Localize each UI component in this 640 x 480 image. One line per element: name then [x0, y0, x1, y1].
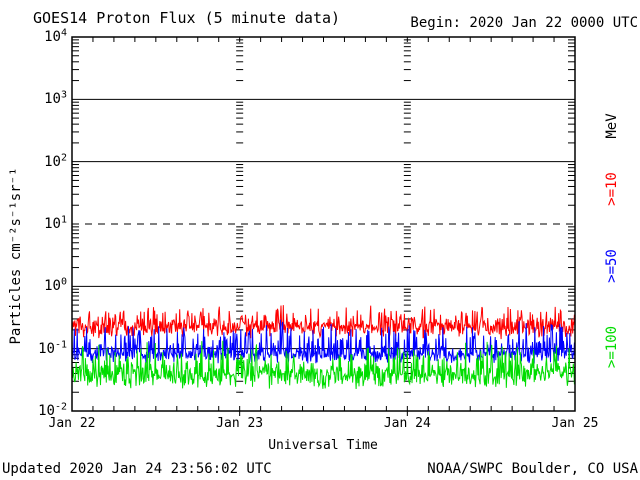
x-day-label: Jan 23	[216, 416, 264, 431]
y-tick-label: 10-1	[38, 339, 67, 357]
begin-time-label: Begin: 2020 Jan 22 0000 UTC	[410, 15, 638, 31]
source-attribution: NOAA/SWPC Boulder, CO USA	[427, 461, 638, 477]
y-tick-label: 103	[44, 89, 67, 108]
y-tick-label: 101	[44, 214, 67, 232]
flux-trace-100	[71, 340, 576, 390]
x-day-label: Jan 24	[383, 416, 431, 431]
x-day-label: Jan 25	[551, 416, 599, 431]
legend-series-100: >=100	[604, 325, 620, 369]
legend-unit-mev: MeV	[604, 113, 620, 139]
legend-series-10: >=10	[604, 172, 620, 206]
updated-timestamp: Updated 2020 Jan 24 23:56:02 UTC	[2, 461, 272, 477]
x-axis-title: Universal Time	[268, 438, 378, 453]
flux-trace-10	[71, 305, 576, 340]
y-tick-label: 104	[44, 27, 67, 45]
chart-title: GOES14 Proton Flux (5 minute data)	[33, 9, 341, 27]
plot-frame	[71, 36, 576, 412]
y-axis-title: Particles cm⁻²s⁻¹sr⁻¹	[8, 167, 24, 345]
y-tick-label: 102	[44, 152, 67, 170]
x-day-label: Jan 22	[48, 416, 96, 431]
y-tick-label: 100	[44, 276, 67, 295]
legend-series-50: >=50	[604, 249, 620, 283]
y-tick-label: 10-2	[38, 401, 67, 419]
